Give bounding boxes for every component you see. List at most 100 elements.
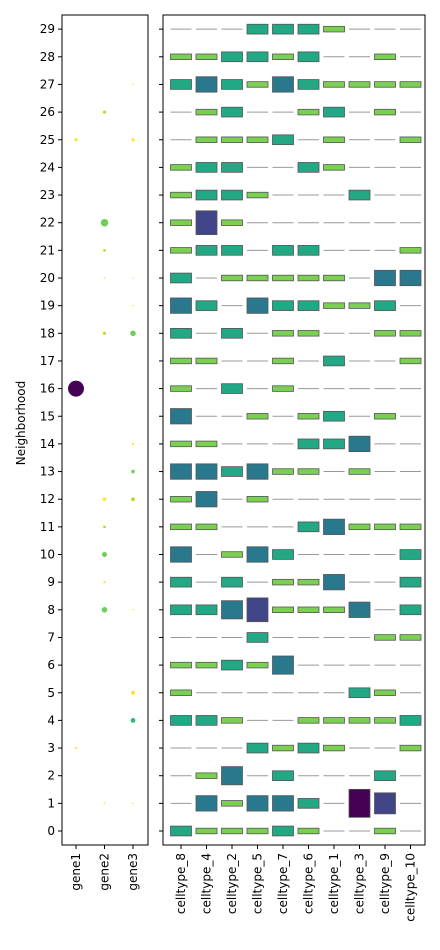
gene-dot: [74, 746, 78, 750]
celltype-cell: [399, 523, 422, 531]
celltype-cell: [399, 81, 422, 88]
celltype-cell: [221, 827, 243, 835]
celltype-cell: [297, 521, 320, 533]
y-tick-label: 10: [40, 548, 55, 562]
celltype-cell: [272, 53, 294, 60]
celltype-cell: [374, 53, 396, 60]
celltype-cell: [348, 468, 371, 475]
gene-dot: [103, 248, 106, 252]
gene-dot: [131, 469, 135, 474]
gene-dot: [102, 497, 107, 501]
celltype-cell: [246, 81, 269, 88]
celltype-cell: [221, 189, 243, 201]
celltype-cell: [297, 606, 320, 613]
celltype-cell: [272, 300, 294, 311]
y-axis-label: Neighborhood: [14, 381, 28, 466]
celltype-cell: [374, 770, 396, 781]
celltype-cell: [399, 715, 422, 726]
gene-dot: [102, 331, 107, 335]
celltype-cell: [195, 53, 218, 60]
celltype-cell: [195, 245, 218, 256]
celltype-cell: [399, 330, 422, 337]
celltype-cell: [170, 79, 192, 90]
celltype-cell: [221, 136, 243, 143]
celltype-cell: [399, 634, 422, 641]
gene-dot-panel: 0123456789101112131415161718192021222324…: [40, 14, 149, 891]
y-tick-label: 29: [40, 22, 55, 36]
celltype-cell: [297, 438, 320, 450]
celltype-cell: [221, 327, 243, 339]
gene-dot: [103, 277, 106, 279]
x-tick-label: celltype_4: [200, 853, 214, 914]
celltype-cell: [297, 468, 320, 475]
celltype-cell: [297, 274, 320, 282]
y-tick-label: 19: [40, 299, 55, 313]
celltype-cell: [221, 800, 243, 807]
celltype-cell: [374, 108, 396, 116]
y-tick-label: 8: [47, 603, 55, 617]
celltype-cell: [374, 634, 396, 641]
y-tick-label: 9: [47, 575, 55, 589]
celltype-cell: [221, 162, 243, 173]
celltype-cell: [297, 300, 320, 311]
celltype-cell: [297, 742, 320, 754]
celltype-cell: [272, 134, 294, 146]
celltype-cell: [348, 687, 371, 699]
celltype-cell: [323, 717, 345, 724]
gene-dot: [100, 218, 109, 227]
celltype-cell: [246, 23, 269, 35]
celltype-cell: [348, 189, 371, 201]
celltype-cell: [246, 661, 269, 669]
celltype-cell: [221, 766, 243, 786]
x-tick-label: celltype_1: [327, 853, 341, 914]
celltype-cell: [221, 383, 243, 394]
celltype-cell: [323, 136, 345, 143]
celltype-cell: [374, 81, 396, 88]
y-tick-label: 15: [40, 409, 55, 423]
celltype-cell: [195, 108, 218, 116]
y-tick-label: 22: [40, 216, 55, 230]
y-tick-label: 28: [40, 50, 55, 64]
celltype-cell: [323, 274, 345, 282]
celltype-cell: [399, 604, 422, 616]
celltype-cell: [195, 772, 218, 779]
y-tick-label: 5: [47, 686, 55, 700]
celltype-cell: [170, 523, 192, 531]
gene-dot: [101, 551, 108, 558]
celltype-cell: [323, 574, 345, 591]
celltype-cell: [297, 330, 320, 337]
celltype-cell: [374, 330, 396, 337]
y-tick-label: 20: [40, 271, 55, 285]
gene-dot: [132, 83, 134, 86]
celltype-cell: [246, 632, 269, 643]
celltype-cell: [272, 468, 294, 475]
celltype-cell: [195, 463, 218, 480]
celltype-cell: [170, 440, 192, 448]
gene-dot: [103, 802, 106, 805]
celltype-rect-panel: celltype_8 celltype_4 celltype_2 celltype_5…: [159, 14, 426, 922]
celltype-cell: [323, 410, 345, 422]
celltype-cell: [170, 715, 192, 726]
celltype-cell: [221, 274, 243, 282]
celltype-cell: [246, 546, 269, 563]
y-tick-label: 16: [40, 382, 55, 396]
celltype-cell: [297, 827, 320, 835]
celltype-cell: [246, 795, 269, 812]
celltype-cell: [221, 466, 243, 477]
celltype-cell: [272, 578, 294, 586]
celltype-cell: [221, 600, 243, 620]
y-tick-label: 7: [47, 630, 55, 644]
x-tick-label: celltype_9: [378, 853, 392, 914]
celltype-cell: [272, 76, 294, 93]
celltype-cell: [246, 413, 269, 420]
x-tick-label: gene1: [69, 853, 83, 891]
celltype-cell: [374, 269, 396, 287]
celltype-cell: [323, 355, 345, 367]
y-tick-label: 13: [40, 465, 55, 479]
celltype-cell: [272, 330, 294, 337]
x-tick-label: celltype_7: [276, 853, 290, 914]
gene-dot: [132, 802, 134, 805]
gene-dot: [74, 138, 78, 142]
y-tick-label: 23: [40, 188, 55, 202]
celltype-cell: [348, 523, 371, 531]
